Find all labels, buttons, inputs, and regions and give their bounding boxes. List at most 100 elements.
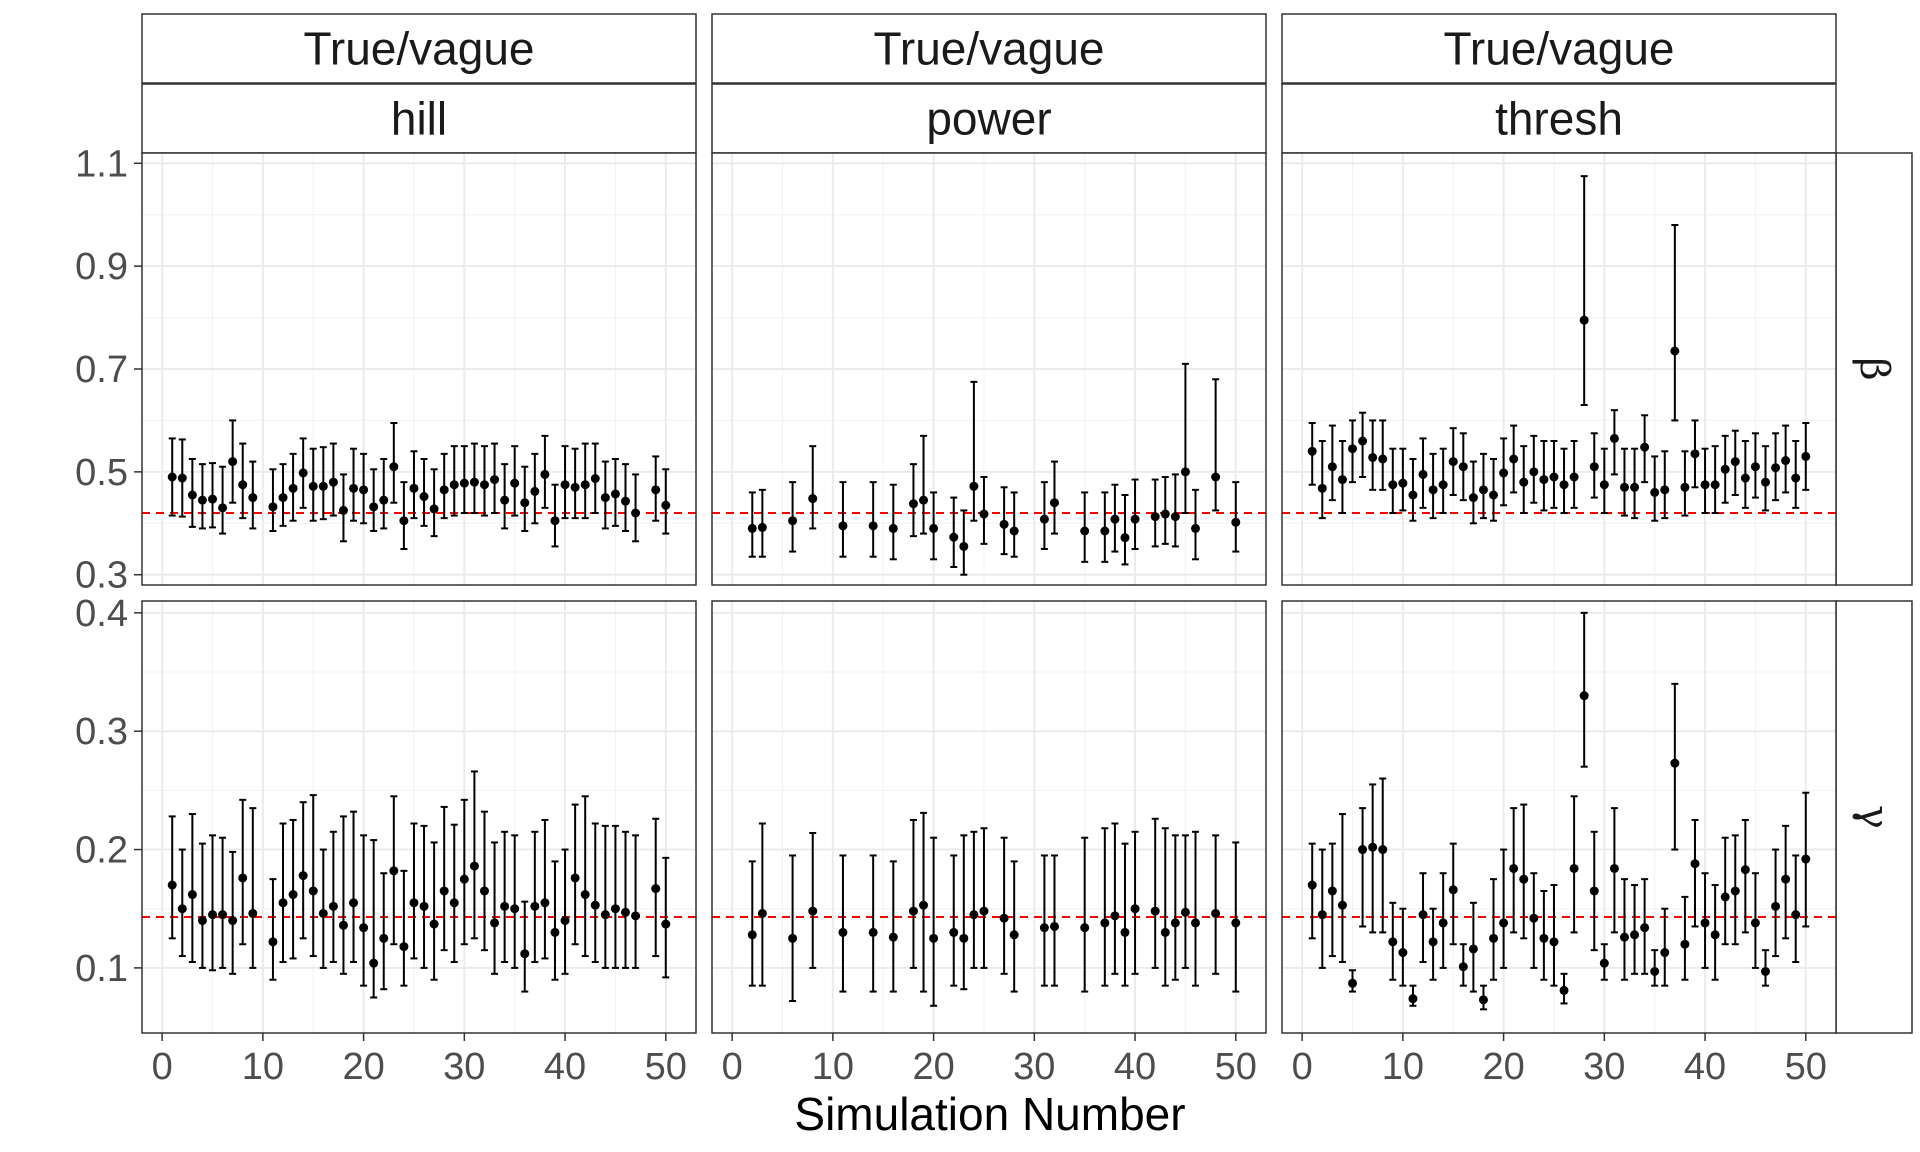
point-range [540,818,550,960]
point-range [1489,458,1499,522]
data-point [228,457,238,467]
data-point [1398,478,1408,488]
point-range [1771,432,1781,502]
data-point [318,908,328,918]
point-range [1327,424,1337,502]
point-range [1529,872,1539,969]
panel-background [712,601,1266,1033]
data-point [959,933,969,943]
point-range [1801,422,1811,491]
data-point [1529,467,1539,477]
point-range [1120,494,1130,566]
data-point [1509,454,1519,464]
facet-strip-label-top-0: True/vague [304,23,535,75]
data-point [369,958,379,968]
point-range [1110,822,1120,975]
data-point [1190,918,1200,928]
data-point [1211,908,1221,918]
point-range [1720,434,1730,504]
data-point [1690,449,1700,459]
data-point [268,937,278,947]
point-range [469,770,479,940]
point-range [1509,807,1519,934]
data-point [1791,473,1801,483]
data-point [298,468,308,478]
point-range [197,463,207,530]
point-range [459,445,469,514]
point-range [268,468,278,532]
point-range [1130,830,1140,975]
data-point [1348,444,1358,454]
data-point [1489,933,1499,943]
data-point [1569,472,1579,482]
point-range [1348,969,1358,993]
point-range [228,419,238,504]
data-point [1609,863,1619,873]
data-point [1307,880,1317,890]
point-range [1509,424,1519,494]
point-range [187,813,197,963]
data-point [1771,463,1781,473]
point-range [1388,901,1398,981]
data-point [1100,526,1110,536]
x-tick-label: 20 [1482,1046,1524,1088]
point-range [788,481,798,553]
point-range [1630,884,1640,975]
point-range [631,834,641,969]
point-range [620,463,630,532]
data-point [1080,923,1090,933]
point-range [1211,834,1221,975]
data-point [1680,939,1690,949]
point-range [1307,842,1317,940]
point-range [288,818,298,960]
point-range [1368,419,1378,491]
data-point [949,927,959,937]
panel-border [1281,152,1837,586]
point-range [218,836,228,969]
point-range [1039,854,1049,987]
point-range [1549,884,1559,987]
point-range [1700,872,1710,969]
point-range [550,860,560,981]
point-range [1519,445,1529,514]
data-point [620,496,630,506]
point-range [747,491,757,558]
data-point [1750,918,1760,928]
data-point [369,502,379,512]
point-range [999,486,1009,556]
point-range [1569,440,1579,509]
point-range [620,830,630,969]
point-range [1730,834,1740,946]
data-point [1660,948,1670,958]
x-tick-label: 30 [1583,1046,1625,1088]
point-range [1448,842,1458,946]
data-point [1231,517,1241,527]
data-point [788,933,798,943]
data-point [1690,859,1700,869]
data-point [1791,910,1801,920]
x-tick-label: 50 [1215,1046,1257,1088]
point-range [1388,447,1398,514]
point-range [1499,437,1509,507]
data-point [1348,978,1358,988]
facet-row-label-1: γ [1851,805,1897,829]
point-range [1740,818,1750,934]
point-range [1579,611,1589,768]
panel-background [142,601,696,1033]
data-point [661,500,671,510]
facet-strip-label-top-1: True/vague [874,23,1105,75]
point-range [1130,478,1140,550]
point-range [1458,432,1468,502]
data-point [1418,469,1428,479]
y-tick-label: 0.3 [75,555,128,597]
point-range [1468,460,1478,525]
data-point [1489,490,1499,500]
data-point [208,910,218,920]
y-tick-label: 1.1 [75,143,128,185]
point-range [570,447,580,520]
panel-1-0 [141,600,697,1034]
data-point [177,473,187,483]
point-range [1559,972,1569,1005]
data-point [1458,962,1468,972]
point-range [1428,452,1438,520]
